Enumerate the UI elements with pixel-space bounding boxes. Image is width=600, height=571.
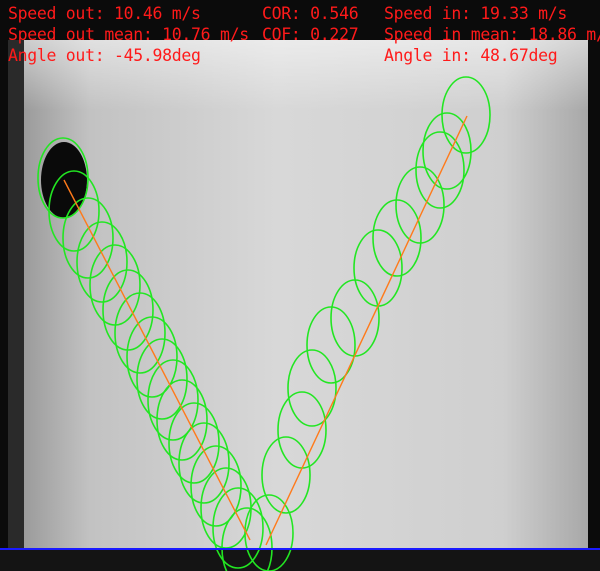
outgoing-detection-circle [62,197,114,279]
incoming-detection-circle [306,306,356,384]
cor-label: COR: 0.546 [262,4,359,23]
incoming-detection-circle [287,349,337,427]
outgoing-detection-circle [126,316,178,398]
incoming-detection-circle [415,131,465,209]
speed-in-label: Speed in: 19.33 m/s [384,4,568,23]
panel-left-edge [8,40,24,552]
incoming-trajectory-line [265,115,468,546]
angle-out-label: Angle out: -45.98deg [8,46,201,65]
outgoing-detection-circle [136,338,188,420]
incoming-detection-circle [395,166,445,244]
speed-in-mean-label: Speed in mean: 18.86 m/s [384,25,600,44]
outgoing-detection-circle [156,379,208,461]
outgoing-detection-circle [178,422,230,504]
speed-out-label: Speed out: 10.46 m/s [8,4,201,23]
incoming-detection-circle [422,112,472,190]
speed-out-mean-label: Speed out mean: 10.76 m/s [8,25,249,44]
incoming-detection-circle [372,199,422,277]
incoming-detection-circle [261,436,311,514]
incoming-detection-circle [441,76,491,154]
floor [0,549,600,571]
incoming-detection-circle [244,494,294,571]
outgoing-detection-circle [76,221,128,303]
outgoing-detection-circle [48,170,100,252]
background-panel [22,40,588,552]
outgoing-detection-circle [168,402,220,484]
outgoing-detection-circle [114,292,166,374]
outgoing-trajectory-line [63,179,251,541]
outgoing-detections [37,137,273,571]
cof-label: COF: 0.227 [262,25,359,44]
outgoing-detection-circle [190,445,242,527]
angle-in-label: Angle in: 48.67deg [384,46,558,65]
outgoing-detection-circle [147,359,199,441]
outgoing-detection-circle [212,487,264,569]
